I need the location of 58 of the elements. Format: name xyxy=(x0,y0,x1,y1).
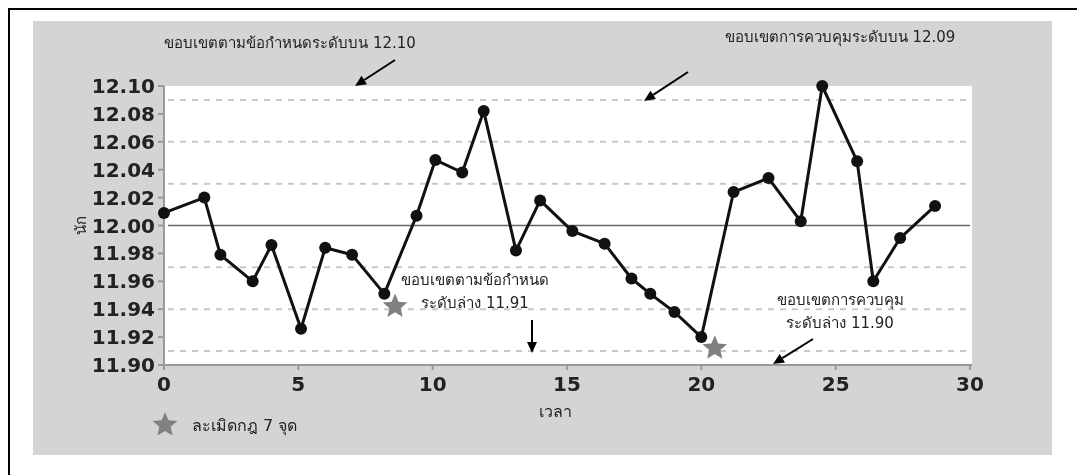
point xyxy=(695,331,708,344)
annotation: ขอบเขตตามข้อกำหนด ระดับล่าง 11.91 xyxy=(401,271,549,312)
point xyxy=(762,172,775,185)
annotation: ขอบเขตการควบคุม ระดับล่าง 11.90 xyxy=(773,291,904,364)
x-tick-label: 20 xyxy=(687,372,716,396)
y-tick-label: 12.00 xyxy=(91,213,155,238)
y-tick-label: 11.98 xyxy=(91,241,155,266)
point xyxy=(214,248,227,261)
point xyxy=(295,322,308,335)
point xyxy=(851,155,864,168)
y-tick-label: 12.08 xyxy=(91,101,155,126)
point xyxy=(346,248,359,261)
point xyxy=(456,166,469,179)
point xyxy=(894,232,907,245)
point xyxy=(534,194,547,207)
y-tick-label: 11.94 xyxy=(91,297,155,322)
point xyxy=(509,244,522,257)
x-tick-label: 25 xyxy=(821,372,850,396)
annotation: ขอบเขตการควบคุมระดับบน 12.09 xyxy=(644,28,956,101)
point xyxy=(198,191,211,204)
x-tick-label: 30 xyxy=(956,372,984,396)
legend-label: ละเมิดกฎ 7 จุด xyxy=(192,416,298,436)
y-tick-label: 12.04 xyxy=(91,157,155,182)
y-tick-label: 11.96 xyxy=(91,269,155,294)
point xyxy=(382,293,408,317)
point xyxy=(668,305,681,318)
point xyxy=(867,275,880,288)
point xyxy=(816,80,829,92)
point xyxy=(727,186,740,199)
point xyxy=(794,215,807,228)
point xyxy=(598,237,611,250)
annotation: ขอบเขตตามข้อกำหนดระดับบน 12.10 xyxy=(164,34,416,86)
x-tick-label: 5 xyxy=(291,372,306,396)
point xyxy=(410,209,423,222)
y-axis-title: นัก xyxy=(72,216,90,235)
x-tick-label: 0 xyxy=(157,372,171,396)
y-tick-label: 12.06 xyxy=(91,129,155,154)
point xyxy=(566,225,579,238)
y-tick-label: 11.90 xyxy=(91,353,155,377)
point xyxy=(644,287,657,300)
point xyxy=(265,239,278,252)
x-tick-label: 10 xyxy=(418,372,447,396)
annotation: ขอบเขตการควบคุม ระดับล่าง 11.90 xyxy=(776,291,904,332)
y-tick-label: 12.02 xyxy=(91,185,155,210)
point xyxy=(477,105,490,118)
point xyxy=(929,199,942,212)
x-axis-title: เวลา xyxy=(538,402,572,421)
y-tick-label: 12.10 xyxy=(91,74,155,98)
point xyxy=(319,241,332,254)
annotation: ขอบเขตตามข้อกำหนด ระดับล่าง 11.91 xyxy=(401,271,549,353)
point xyxy=(378,287,391,300)
point xyxy=(702,335,728,359)
point xyxy=(625,272,638,285)
x-tick-label: 15 xyxy=(553,372,581,396)
point xyxy=(158,206,170,219)
point xyxy=(246,275,259,288)
point xyxy=(429,153,442,166)
y-tick-label: 11.92 xyxy=(91,325,155,350)
